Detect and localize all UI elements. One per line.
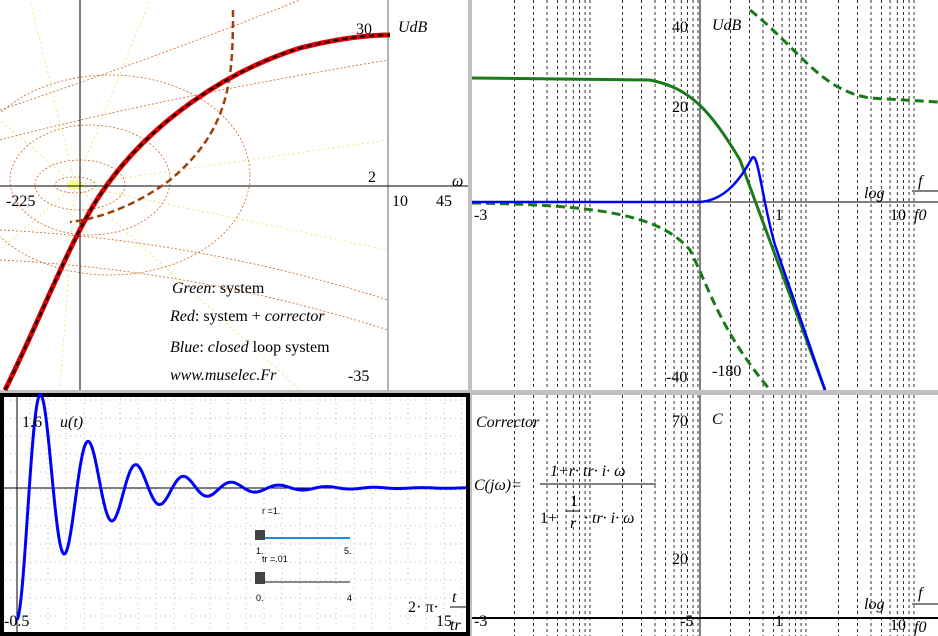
axis-label: u(t) [60,414,83,431]
axis-label: tr [450,617,461,634]
axis-label: t [452,589,457,606]
legend-entry: www.muselec.Fr [170,367,277,384]
tick-label: 10 [890,617,906,634]
axis-label: 2· π· [408,599,439,616]
tick-label: 10 [392,193,408,210]
axis-label: log [864,596,884,613]
tick-label: 70 [672,413,688,430]
corrector-panel: Corrector 70 C C(jω)= 1+r· tr· i· ω 1+ 1… [472,395,938,636]
tick-label: 2 [368,169,376,186]
step-panel: 1.6 u(t) -0.5 2· π· t tr 15 r =1. 1. 5. … [0,393,470,636]
axis-label: C [712,411,723,428]
tick-label: 30 [356,21,372,38]
tick-label: -40 [666,369,687,386]
axis-label: UdB [712,17,742,34]
tick-label: 1 [775,613,783,630]
nichols-panel: 30 UdB 2 ω -225 10 45 -35 Green: system … [0,0,468,392]
tick-label: -35 [348,368,369,385]
tick-label: 20 [672,99,688,116]
tick-label: -3 [474,207,487,224]
slider-max: 5. [344,546,352,556]
slider-min: 1. [256,546,264,556]
formula: 1+r· tr· i· ω [550,463,625,480]
slider-label: tr =.01 [262,554,288,564]
tick-label: -5 [680,613,693,630]
slider-min: 0. [256,593,264,603]
tick-label: -3 [474,613,487,630]
panel-title: Corrector [476,414,540,431]
axis-label: UdB [398,19,428,36]
bode-panel: 40 UdB 20 log f f0 -3 1 10 -40 -180 [471,0,938,391]
axis-label: f0 [914,619,926,636]
formula: 1+ [540,510,557,527]
axis-label: f [918,585,925,602]
tick-label: 10 [890,207,906,224]
tick-label: 20 [672,551,688,568]
tick-label: 45 [436,193,452,210]
tick-label: -0.5 [4,613,29,630]
tick-label: -225 [6,193,35,210]
tick-label: 1 [775,207,783,224]
tick-label: 15 [436,613,452,630]
axis-label: f [918,173,925,190]
tick-label: 1.6 [22,414,42,431]
slider-r[interactable]: r =1. 1. 5. [255,506,352,556]
tick-label: 40 [672,19,688,36]
axis-label: log [864,185,884,202]
axis-label: ω [452,173,463,190]
formula: 1 [570,493,578,510]
formula: C(jω)= [474,477,522,494]
slider-max: 4 [347,593,352,603]
slider-tr[interactable]: tr =.01 0. 4 [255,554,352,603]
tick-label: -180 [712,363,741,380]
formula: r [570,515,577,532]
legend-entry: Red: system + corrector [169,308,325,325]
legend-entry: Green: system [172,280,265,297]
axis-label: f0 [914,207,926,224]
slider-label: r =1. [262,506,280,516]
formula: · tr· i· ω [584,510,634,527]
legend-entry: Blue: closed loop system [170,339,330,356]
